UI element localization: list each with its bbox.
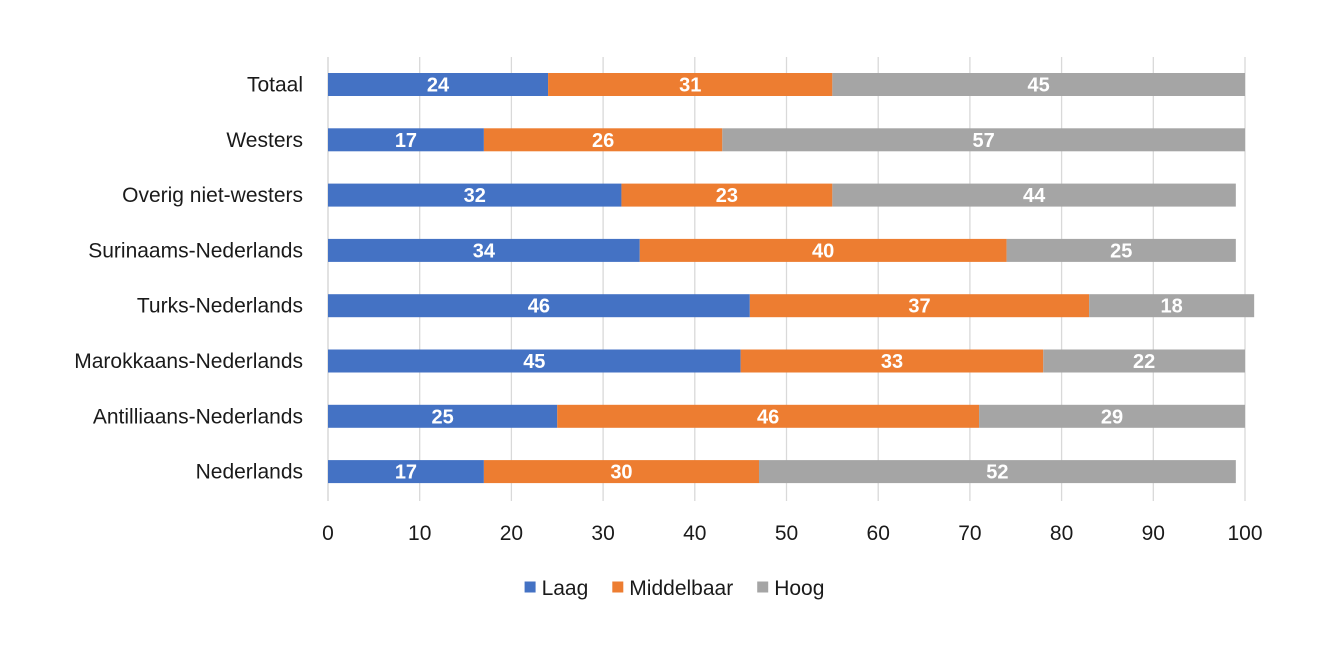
data-label-hoog-1: 57 <box>973 130 995 152</box>
data-label-laag-2: 32 <box>464 185 486 207</box>
category-label: Marokkaans-Nederlands <box>74 350 303 373</box>
data-label-hoog-7: 52 <box>986 462 1008 484</box>
data-label-laag-0: 24 <box>427 75 450 97</box>
bar-middelbaar-3 <box>639 238 1007 262</box>
legend: Laag Middelbaar Hoog <box>524 577 824 600</box>
bar-laag-5 <box>328 349 741 373</box>
value-axis: 0 10 20 30 40 50 60 70 80 90 100 <box>322 522 1262 545</box>
tick-label-100: 100 <box>1227 522 1262 545</box>
category-label: Antilliaans-Nederlands <box>93 405 303 428</box>
bar-hoog-4 <box>1089 294 1255 318</box>
bar-laag-2 <box>328 183 622 207</box>
data-label-hoog-3: 25 <box>1110 240 1132 262</box>
tick-label-10: 10 <box>408 522 431 545</box>
data-label-laag-5: 45 <box>523 351 545 373</box>
category-label: Surinaams-Nederlands <box>88 239 303 262</box>
bar-laag-4 <box>328 294 750 318</box>
category-label: Turks-Nederlands <box>137 295 303 318</box>
bar-laag-1 <box>328 128 484 152</box>
bar-hoog-6 <box>979 404 1245 428</box>
data-label-hoog-6: 29 <box>1101 406 1123 428</box>
bars <box>328 73 1255 484</box>
bar-laag-6 <box>328 404 558 428</box>
category-label: Totaal <box>247 74 303 97</box>
bar-middelbaar-0 <box>548 73 833 96</box>
bar-hoog-0 <box>832 73 1245 96</box>
data-label-middelbaar-6: 46 <box>757 406 779 428</box>
data-label-laag-4: 46 <box>528 296 550 318</box>
tick-label-40: 40 <box>683 522 706 545</box>
legend-swatch-laag <box>524 581 536 593</box>
data-label-hoog-4: 18 <box>1161 296 1183 318</box>
category-axis: Totaal Westers Overig niet-westers Surinaam… <box>74 74 303 484</box>
tick-label-70: 70 <box>958 522 981 545</box>
legend-label-hoog: Hoog <box>774 577 824 600</box>
data-label-middelbaar-5: 33 <box>881 351 903 373</box>
tick-label-0: 0 <box>322 522 334 545</box>
tick-label-60: 60 <box>867 522 890 545</box>
bar-hoog-5 <box>1043 349 1245 373</box>
category-label: Westers <box>226 129 303 152</box>
bar-middelbaar-5 <box>740 349 1044 373</box>
bar-hoog-1 <box>722 128 1245 152</box>
tick-label-30: 30 <box>591 522 614 545</box>
legend-swatch-middelbaar <box>612 581 624 593</box>
data-label-middelbaar-0: 31 <box>679 75 701 97</box>
data-label-middelbaar-2: 23 <box>716 185 738 207</box>
data-label-laag-6: 25 <box>432 406 454 428</box>
tick-label-20: 20 <box>500 522 523 545</box>
data-label-middelbaar-4: 37 <box>908 296 930 318</box>
bar-middelbaar-1 <box>483 128 723 152</box>
data-label-middelbaar-7: 30 <box>610 462 632 484</box>
bar-hoog-3 <box>1006 238 1236 262</box>
category-label: Nederlands <box>196 461 303 484</box>
bar-middelbaar-2 <box>621 183 833 207</box>
legend-label-laag: Laag <box>542 577 589 600</box>
data-label-hoog-2: 44 <box>1023 185 1046 207</box>
bar-middelbaar-4 <box>749 294 1090 318</box>
data-label-hoog-0: 45 <box>1028 75 1050 97</box>
tick-label-80: 80 <box>1050 522 1073 545</box>
data-label-laag-7: 17 <box>395 462 417 484</box>
category-label: Overig niet-westers <box>122 184 303 207</box>
data-label-middelbaar-1: 26 <box>592 130 614 152</box>
bar-hoog-7 <box>758 460 1236 484</box>
tick-label-90: 90 <box>1142 522 1165 545</box>
gridlines <box>327 57 1246 501</box>
bar-laag-7 <box>328 460 484 484</box>
data-label-laag-1: 17 <box>395 130 417 152</box>
legend-label-middelbaar: Middelbaar <box>629 577 733 600</box>
bar-middelbaar-6 <box>557 404 980 428</box>
data-label-middelbaar-3: 40 <box>812 240 834 262</box>
bar-middelbaar-7 <box>483 460 759 484</box>
data-label-laag-3: 34 <box>473 240 496 262</box>
tick-label-50: 50 <box>775 522 798 545</box>
data-label-hoog-5: 22 <box>1133 351 1155 373</box>
legend-swatch-hoog <box>757 581 769 593</box>
bar-laag-0 <box>328 73 549 96</box>
bar-laag-3 <box>328 238 640 262</box>
bar-hoog-2 <box>832 183 1236 207</box>
data-labels: 24 31 45 17 26 57 32 23 44 34 40 25 46 37 18 45 33 22 25 46… <box>395 75 1183 484</box>
